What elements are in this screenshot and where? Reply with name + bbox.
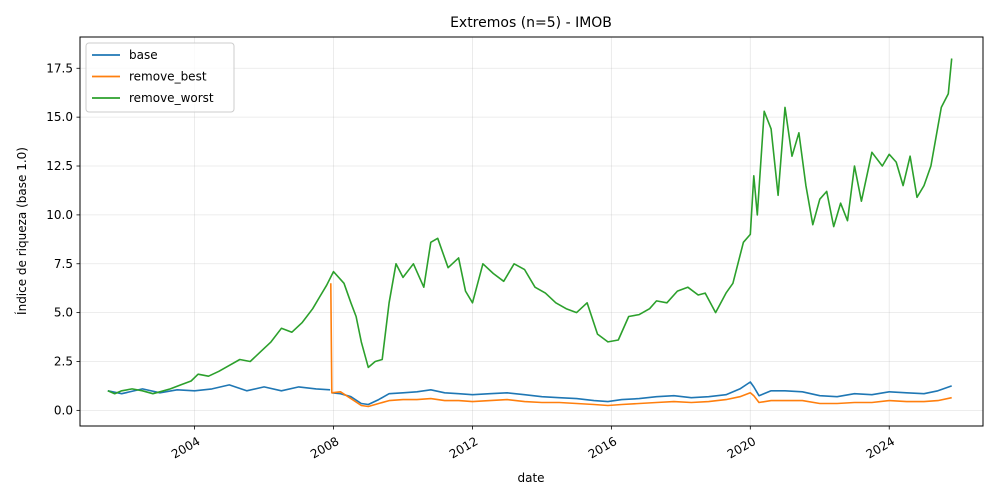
y-tick-label: 15.0 (46, 110, 73, 124)
plot-frame (79, 36, 984, 427)
y-tick-label: 2.5 (54, 354, 73, 368)
legend-items: base remove_best remove_worst (92, 48, 214, 105)
y-tick-label: 7.5 (54, 257, 73, 271)
legend-label-remove-worst: remove_worst (129, 91, 214, 105)
series-line-base (107, 381, 952, 406)
grid (80, 37, 983, 426)
y-tick-label: 12.5 (46, 159, 73, 173)
y-tick-label: 17.5 (46, 61, 73, 75)
legend: base remove_best remove_worst (85, 42, 235, 113)
chart-title: Extremos (n=5) - IMOB (450, 15, 612, 31)
y-tick-label: 5.0 (54, 306, 73, 320)
y-axis-ticks: 0.0 2.5 5.0 7.5 10.0 12.5 15.0 17.5 (46, 61, 80, 417)
legend-box (85, 42, 235, 113)
y-axis-label: Índice de riqueza (base 1.0) (14, 147, 29, 315)
legend-label-base: base (129, 48, 158, 62)
series-line-remove-worst (107, 58, 953, 395)
x-axis-label: date (517, 471, 544, 485)
legend-label-remove-best: remove_best (129, 70, 207, 84)
y-tick-label: 10.0 (46, 208, 73, 222)
y-tick-label: 0.0 (54, 403, 73, 417)
series-layer (107, 58, 953, 408)
series-line-remove-best (330, 283, 952, 408)
